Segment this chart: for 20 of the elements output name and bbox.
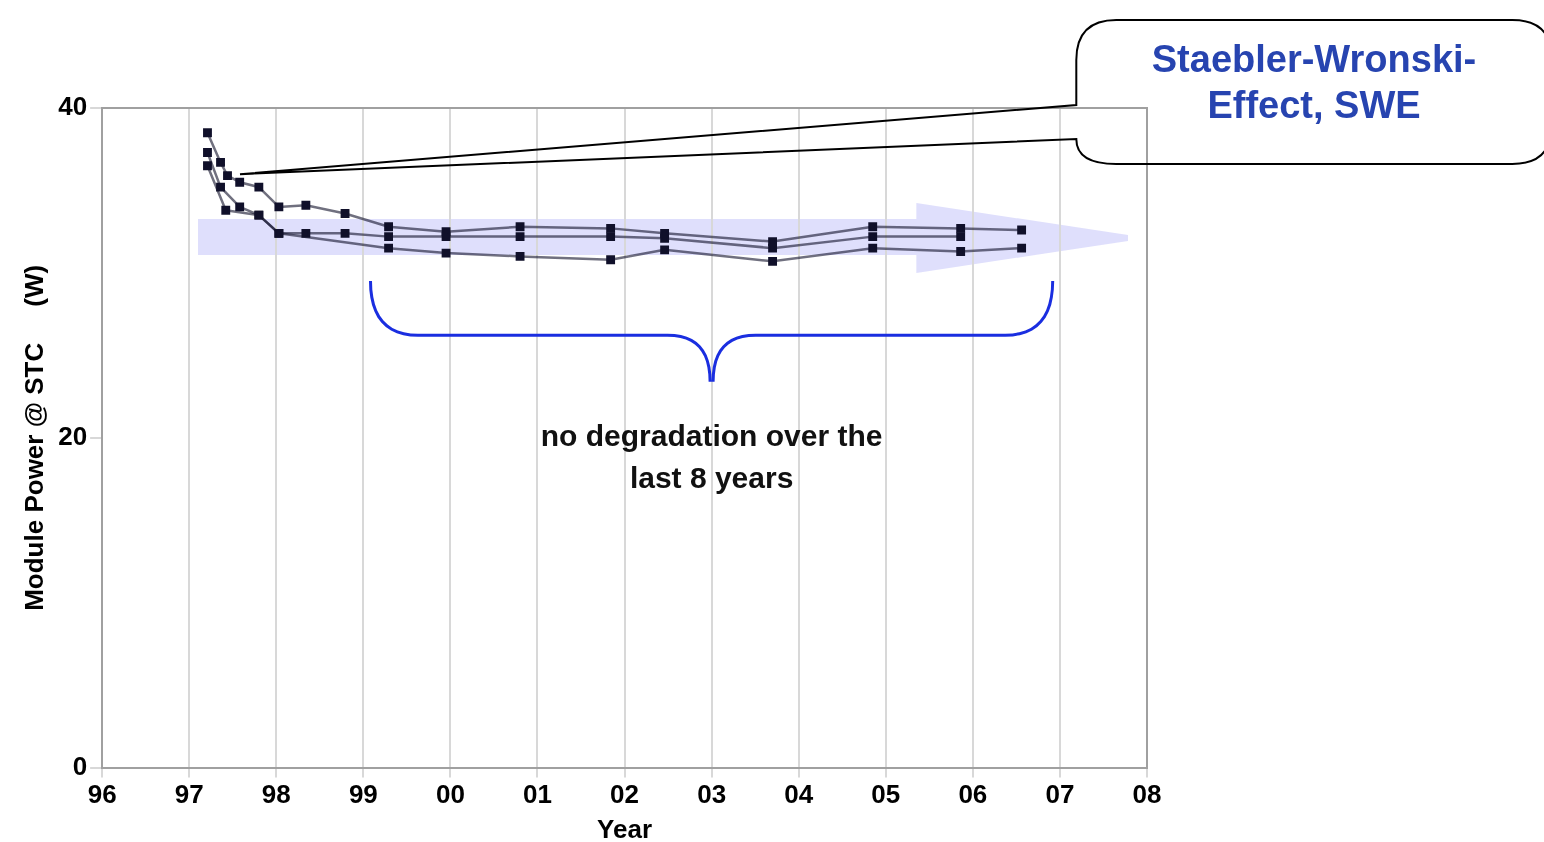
x-tick-label: 99: [348, 779, 378, 810]
annotation: no degradation over the last 8 years: [539, 417, 884, 496]
x-tick-label: 02: [610, 779, 640, 810]
x-tick-label: 03: [697, 779, 727, 810]
x-axis-title: Year: [597, 813, 653, 842]
x-tick-label: 00: [435, 779, 465, 810]
y-axis-title: Module Power @ STC (W): [18, 264, 49, 611]
x-tick-label: 08: [1132, 779, 1162, 810]
y-tick-label: 20: [58, 420, 88, 451]
x-tick-label: 97: [174, 779, 204, 810]
x-tick-label: 05: [871, 779, 901, 810]
x-tick-label: 98: [261, 779, 291, 810]
x-tick-label: 07: [1045, 779, 1075, 810]
x-tick-label: 06: [958, 779, 988, 810]
text: Staebler-Wronski-Effect, SWE: [1150, 37, 1478, 128]
x-tick-label: 01: [523, 779, 552, 810]
y-tick-label: 40: [58, 91, 88, 122]
x-tick-label: 96: [87, 779, 117, 810]
x-tick-label: 04: [784, 779, 814, 810]
y-tick-label: 0: [72, 750, 88, 781]
